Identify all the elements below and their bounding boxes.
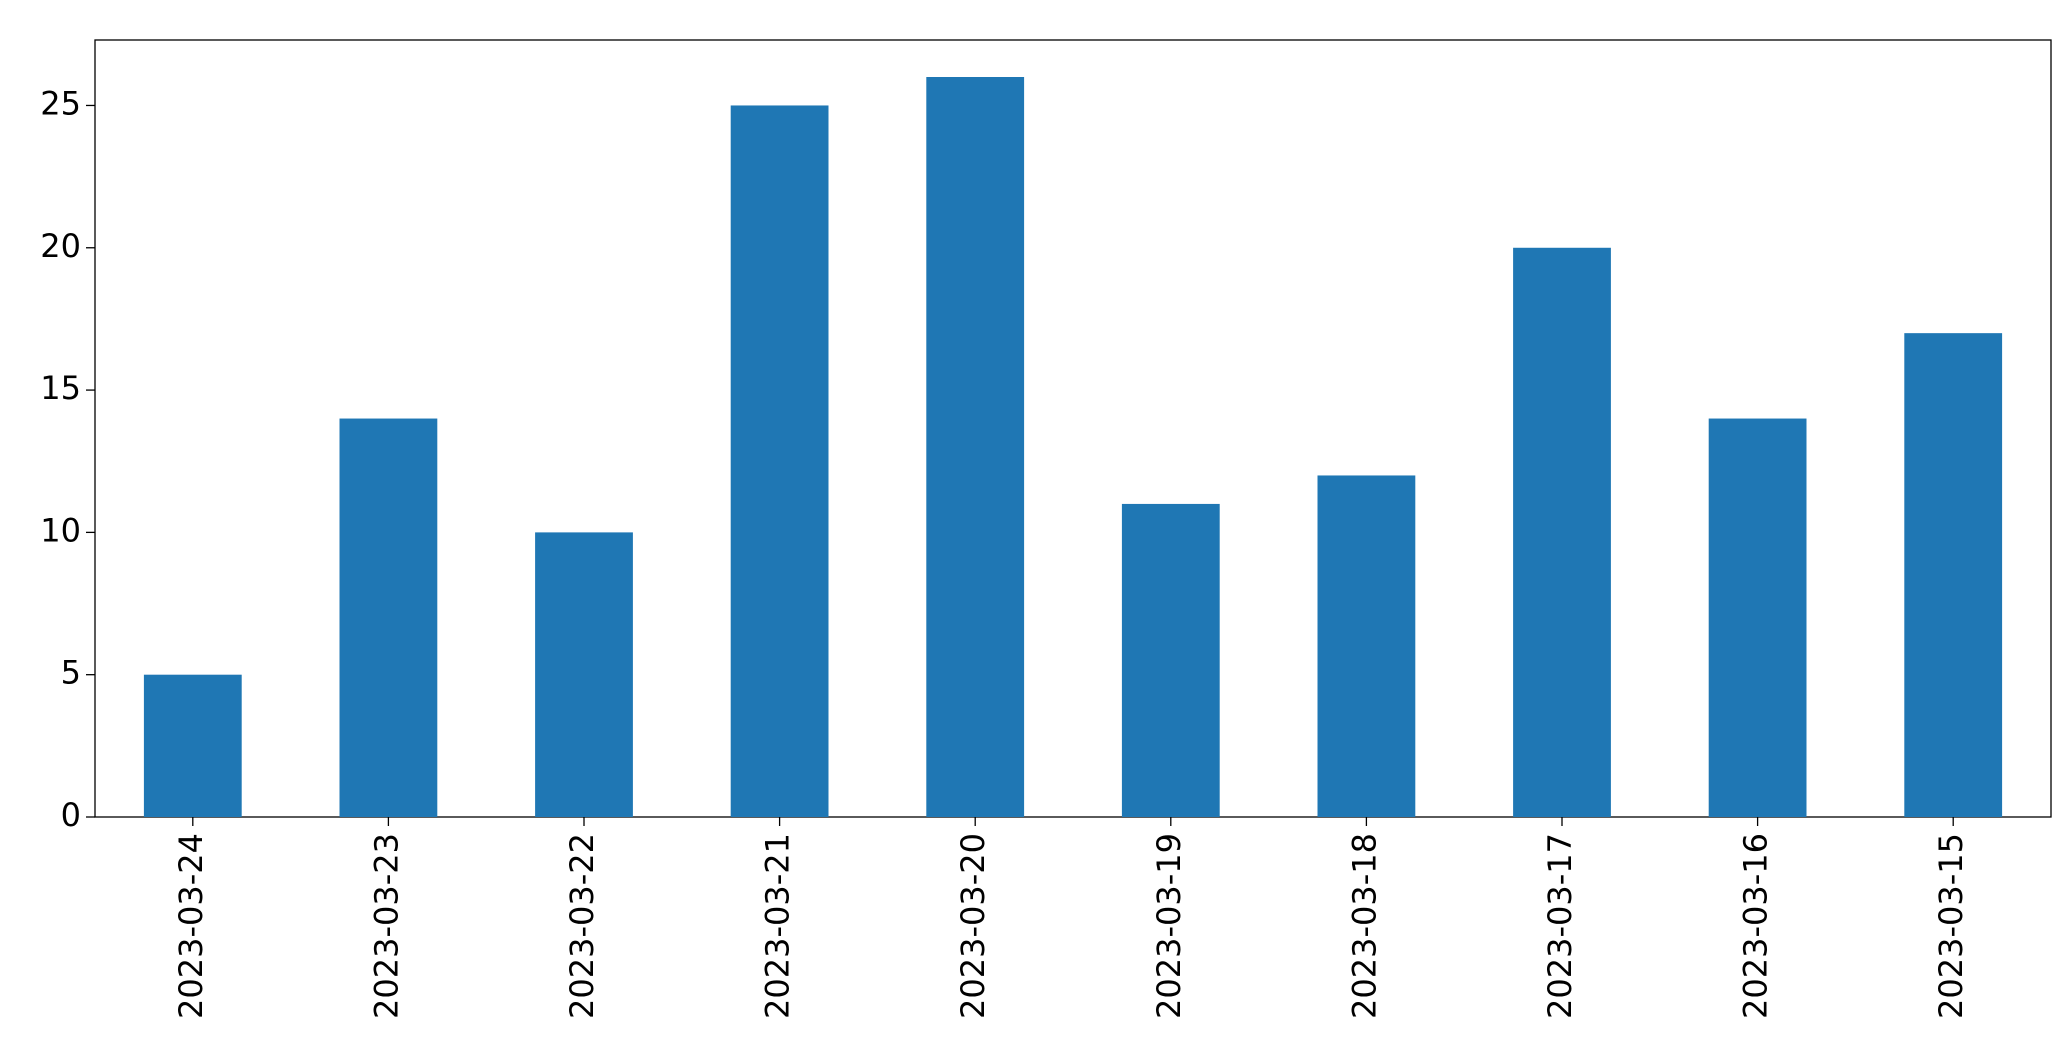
- x-tick-label: 2023-03-24: [172, 833, 210, 1019]
- y-tick-label: 20: [40, 227, 81, 265]
- x-tick-label: 2023-03-23: [367, 833, 405, 1019]
- bar: [1513, 247, 1611, 817]
- x-tick-label: 2023-03-17: [1541, 833, 1579, 1019]
- bar: [926, 77, 1025, 817]
- y-tick-label: 5: [61, 654, 81, 692]
- bar: [1121, 503, 1220, 817]
- bar: [730, 105, 829, 817]
- bar: [143, 674, 242, 817]
- bar: [1317, 475, 1416, 817]
- y-tick-label: 25: [40, 84, 81, 122]
- x-tick-label: 2023-03-16: [1737, 833, 1775, 1019]
- bar: [535, 532, 633, 817]
- bar: [1708, 418, 1807, 817]
- y-tick-label: 0: [61, 796, 81, 834]
- bar: [1904, 333, 2003, 817]
- x-tick-label: 2023-03-21: [759, 833, 797, 1019]
- x-tick-label: 2023-03-20: [954, 833, 992, 1019]
- y-tick-label: 15: [40, 369, 81, 407]
- x-tick-label: 2023-03-18: [1345, 833, 1383, 1019]
- x-tick-label: 2023-03-19: [1150, 833, 1188, 1019]
- axes-frame: [94, 39, 2052, 818]
- x-tick-label: 2023-03-15: [1932, 833, 1970, 1019]
- x-tick-label: 2023-03-22: [563, 833, 601, 1019]
- y-tick-label: 10: [40, 511, 81, 549]
- bar: [339, 418, 438, 817]
